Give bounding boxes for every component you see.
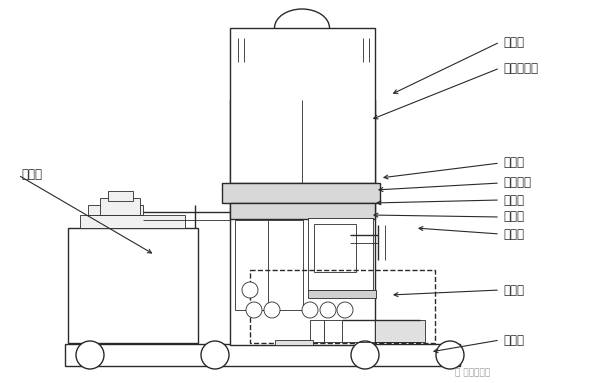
Circle shape	[264, 302, 280, 318]
FancyBboxPatch shape	[222, 183, 380, 203]
Text: 传送带: 传送带	[503, 334, 524, 347]
Text: 出水口: 出水口	[503, 228, 524, 241]
Text: 储米器: 储米器	[503, 36, 524, 49]
Circle shape	[302, 302, 318, 318]
Text: 滤水膜: 滤水膜	[503, 193, 524, 206]
Text: 压力传感器: 压力传感器	[503, 62, 538, 75]
Circle shape	[76, 341, 104, 369]
Circle shape	[320, 302, 336, 318]
FancyBboxPatch shape	[314, 224, 356, 272]
FancyBboxPatch shape	[65, 344, 460, 366]
FancyBboxPatch shape	[324, 320, 342, 342]
FancyBboxPatch shape	[108, 191, 133, 201]
FancyBboxPatch shape	[235, 220, 303, 310]
Text: 机械手: 机械手	[21, 169, 42, 182]
Circle shape	[337, 302, 353, 318]
Text: 进水口: 进水口	[503, 157, 524, 170]
FancyBboxPatch shape	[100, 198, 140, 215]
Circle shape	[201, 341, 229, 369]
FancyBboxPatch shape	[230, 100, 375, 345]
Circle shape	[246, 302, 262, 318]
FancyBboxPatch shape	[275, 340, 313, 345]
Text: 电磁阀: 电磁阀	[503, 211, 524, 224]
FancyBboxPatch shape	[375, 320, 425, 342]
Circle shape	[436, 341, 464, 369]
Text: 値 什么値得买: 値 什么値得买	[455, 368, 490, 377]
FancyBboxPatch shape	[230, 203, 375, 219]
FancyBboxPatch shape	[308, 218, 373, 290]
FancyBboxPatch shape	[230, 28, 375, 183]
FancyBboxPatch shape	[308, 290, 376, 298]
FancyBboxPatch shape	[88, 205, 143, 215]
Circle shape	[351, 341, 379, 369]
FancyBboxPatch shape	[310, 320, 324, 342]
FancyBboxPatch shape	[80, 215, 185, 228]
Text: 淘米机构: 淘米机构	[503, 177, 531, 190]
FancyBboxPatch shape	[68, 228, 198, 343]
Text: 煮饭器: 煮饭器	[503, 283, 524, 296]
Circle shape	[242, 282, 258, 298]
